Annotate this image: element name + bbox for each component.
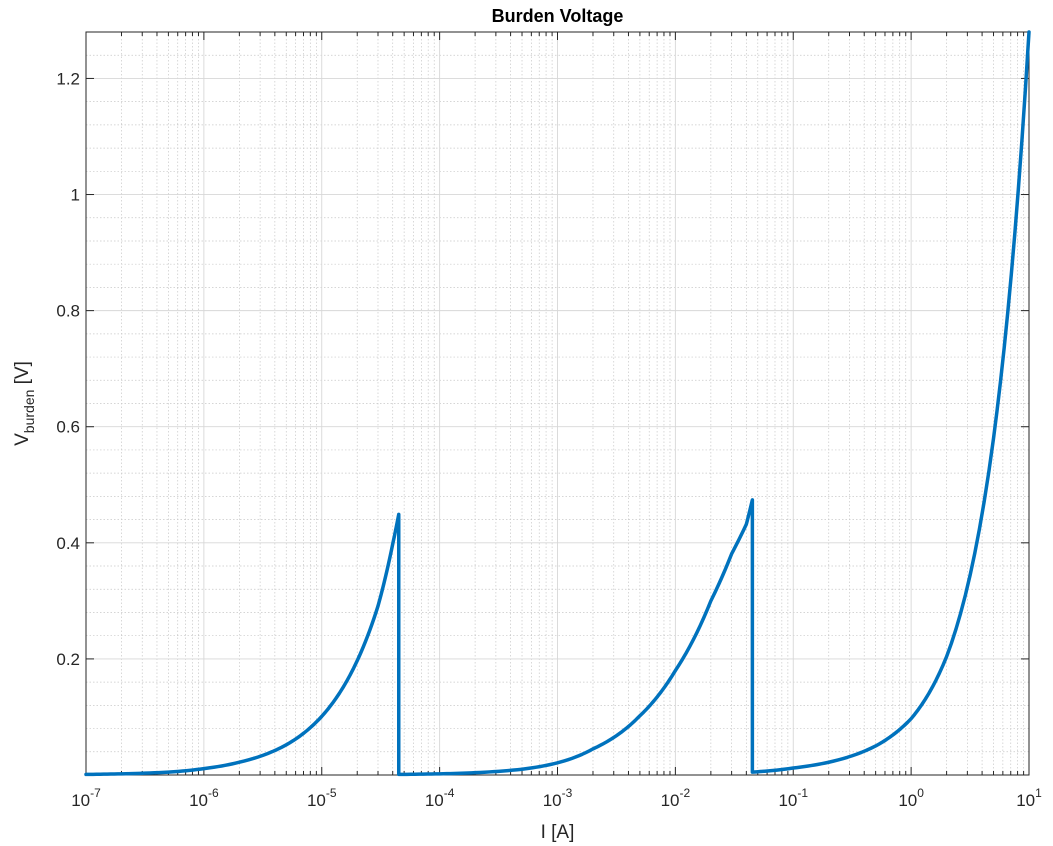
chart-title: Burden Voltage bbox=[492, 6, 624, 26]
x-tick-label: 10-7 bbox=[71, 786, 101, 810]
x-tick-exponent: -7 bbox=[90, 786, 101, 800]
x-tick-base: 10 bbox=[71, 791, 90, 810]
y-tick-label: 1 bbox=[71, 186, 80, 205]
x-tick-base: 10 bbox=[307, 791, 326, 810]
x-axis-label: I [A] bbox=[541, 822, 575, 843]
x-tick-base: 10 bbox=[543, 791, 562, 810]
x-tick-base: 10 bbox=[778, 791, 797, 810]
x-tick-label: 10-4 bbox=[425, 786, 455, 810]
y-axis-label-sub: burden bbox=[21, 390, 37, 434]
y-tick-label: 0.4 bbox=[56, 534, 80, 553]
x-tick-exponent: -4 bbox=[444, 786, 455, 800]
y-axis-label-unit: [V] bbox=[12, 361, 33, 390]
x-tick-base: 10 bbox=[661, 791, 680, 810]
x-tick-exponent: -1 bbox=[797, 786, 808, 800]
x-tick-exponent: -3 bbox=[562, 786, 573, 800]
y-tick-label: 0.2 bbox=[56, 650, 80, 669]
x-tick-exponent: -2 bbox=[680, 786, 691, 800]
x-tick-labels: 10-7 10-6 10-5 10-4 10-3 10-2 10-1 100 101 bbox=[71, 786, 1042, 810]
x-tick-label: 10-6 bbox=[189, 786, 219, 810]
x-tick-label: 10-2 bbox=[661, 786, 691, 810]
x-tick-exponent: 0 bbox=[917, 786, 924, 800]
axes-box bbox=[85, 31, 1030, 776]
y-tick-label: 0.8 bbox=[56, 302, 80, 321]
x-tick-base: 10 bbox=[898, 791, 917, 810]
x-tick-exponent: -6 bbox=[208, 786, 219, 800]
x-tick-label: 101 bbox=[1016, 786, 1042, 810]
y-tick-labels: 0.2 0.4 0.6 0.8 1 1.2 bbox=[56, 69, 80, 668]
x-tick-label: 10-5 bbox=[307, 786, 337, 810]
series-line bbox=[84, 30, 1031, 777]
y-tick-label: 0.6 bbox=[56, 418, 80, 437]
x-tick-label: 100 bbox=[898, 786, 924, 810]
y-tick-label: 1.2 bbox=[56, 69, 80, 88]
y-axis-label-main: V bbox=[12, 433, 33, 446]
x-tick-base: 10 bbox=[425, 791, 444, 810]
x-tick-base: 10 bbox=[189, 791, 208, 810]
series-group bbox=[84, 30, 1031, 777]
x-tick-label: 10-3 bbox=[543, 786, 573, 810]
y-axis-label: Vburden [V] bbox=[12, 361, 37, 446]
grid-lines bbox=[85, 32, 1030, 775]
x-tick-label: 10-1 bbox=[778, 786, 808, 810]
x-tick-exponent: 1 bbox=[1035, 786, 1042, 800]
x-tick-exponent: -5 bbox=[326, 786, 337, 800]
x-tick-base: 10 bbox=[1016, 791, 1035, 810]
